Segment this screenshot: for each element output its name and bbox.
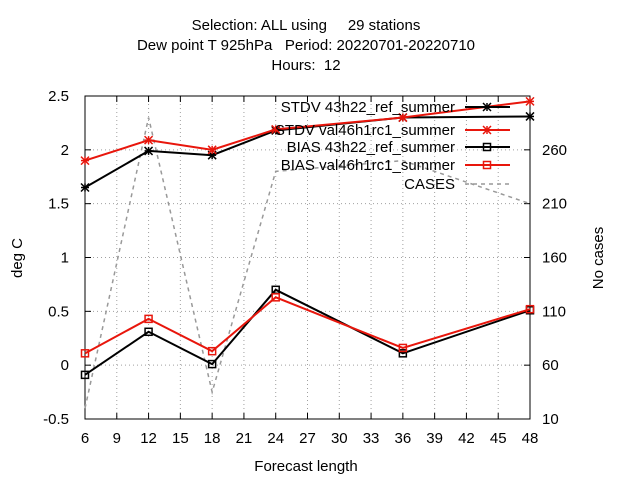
series-point-1 [80, 156, 90, 166]
y-tick-label: 2.5 [48, 88, 69, 105]
x-tick-label: 36 [395, 430, 412, 447]
legend-label-0: STDV 43h22_ref_summer [281, 99, 455, 116]
y-axis-label: deg C [9, 238, 26, 278]
series-point-2 [144, 327, 153, 337]
legend: STDV 43h22_ref_summer STDV val46h1rc1_sum… [275, 99, 510, 193]
series-point-3 [398, 343, 408, 353]
series-point-1 [398, 113, 408, 123]
series-point-3 [80, 349, 90, 358]
y-tick-label: 0.5 [48, 303, 69, 320]
x-tick-label: 15 [172, 430, 189, 447]
x-tick-label: 48 [522, 430, 539, 447]
x-tick-label: 27 [299, 430, 316, 447]
series-point-1 [525, 96, 535, 106]
series-line-0 [84, 115, 531, 189]
y2-tick-label: 210 [542, 196, 567, 213]
series-point-3 [207, 346, 217, 356]
y-tick-label: 2 [61, 142, 69, 159]
axis-ticks: 6 9 12 15 18 21 24 27 30 33 36 39 42 45 48 -0.5 0 0.5 1 1.5… [43, 88, 567, 447]
series-line-3 [84, 296, 531, 355]
legend-label-1: STDV val46h1rc1_summer [275, 122, 455, 139]
y2-tick-label: 10 [542, 411, 559, 428]
x-tick-label: 45 [490, 430, 507, 447]
series-point-1 [271, 124, 281, 134]
legend-marker-3 [482, 160, 492, 170]
series-point-2 [398, 349, 408, 358]
legend-label-4: CASES [404, 176, 455, 193]
y2-tick-label: 260 [542, 142, 567, 159]
y-tick-label: 0 [61, 357, 69, 374]
series-point-3 [271, 293, 280, 302]
series-line-2 [84, 288, 531, 376]
series-point-0 [144, 146, 154, 156]
series-point-3 [144, 314, 153, 324]
x-tick-label: 42 [458, 430, 475, 447]
title-line-2: Dew point T 925hPa Period: 20220701-2022… [136, 37, 476, 54]
x-axis-label: Forecast length [254, 458, 357, 475]
legend-marker-0 [482, 102, 492, 112]
series-point-0 [525, 111, 535, 121]
legend-label-3: BIAS val46h1rc1_summer [281, 157, 455, 174]
series-point-1 [144, 135, 154, 145]
x-tick-label: 9 [113, 430, 121, 447]
x-tick-label: 30 [331, 430, 348, 447]
x-tick-label: 18 [204, 430, 221, 447]
title-line-3: Hours: 12 [271, 57, 341, 74]
y2-axis-label: No cases [590, 227, 607, 290]
series-line-1 [84, 100, 531, 162]
series-point-1 [207, 145, 217, 155]
y2-tick-label: 60 [542, 357, 559, 374]
x-tick-label: 6 [81, 430, 89, 447]
series-group [80, 96, 535, 409]
series-point-3 [525, 304, 535, 314]
x-tick-label: 39 [426, 430, 443, 447]
y2-tick-label: 160 [542, 250, 567, 267]
x-tick-label: 33 [363, 430, 380, 447]
x-tick-label: 24 [267, 430, 284, 447]
legend-marker-1 [482, 125, 492, 135]
y-tick-label: 1 [61, 250, 69, 267]
y-tick-label: -0.5 [43, 411, 69, 428]
x-tick-label: 12 [140, 430, 157, 447]
legend-marker-2 [482, 142, 492, 152]
series-point-2 [207, 359, 217, 369]
x-tick-label: 21 [236, 430, 253, 447]
series-point-0 [80, 182, 90, 193]
legend-label-2: BIAS 43h22_ref_summer [287, 139, 455, 156]
y-tick-label: 1.5 [48, 196, 69, 213]
series-point-2 [80, 370, 90, 380]
y2-tick-label: 110 [542, 303, 566, 320]
title-line-1: Selection: ALL using 29 stations [191, 17, 421, 34]
